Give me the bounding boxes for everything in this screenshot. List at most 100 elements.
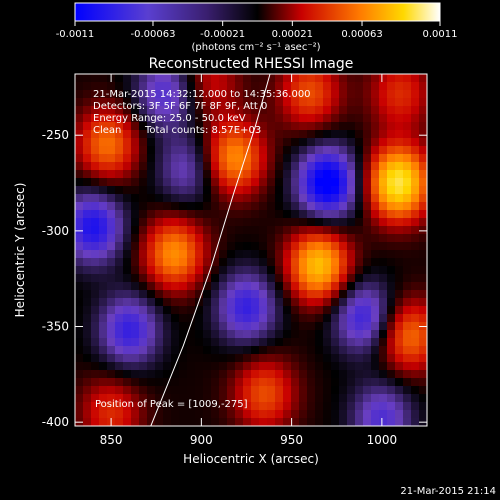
heatmap-cell bbox=[363, 314, 372, 323]
heatmap-cell bbox=[395, 114, 404, 123]
heatmap-cell bbox=[91, 266, 100, 275]
heatmap-cell bbox=[91, 90, 100, 99]
heatmap-cell bbox=[107, 90, 116, 99]
heatmap-cell bbox=[91, 306, 100, 315]
heatmap-cell bbox=[291, 234, 300, 243]
heatmap-cell bbox=[259, 218, 268, 227]
heatmap-cell bbox=[227, 330, 236, 339]
heatmap-cell bbox=[307, 386, 316, 395]
heatmap-cell bbox=[403, 290, 412, 299]
heatmap-cell bbox=[363, 394, 372, 403]
heatmap-cell bbox=[115, 194, 124, 203]
heatmap-cell bbox=[163, 226, 172, 235]
heatmap-cell bbox=[379, 266, 388, 275]
heatmap-cell bbox=[355, 378, 364, 387]
heatmap-cell bbox=[387, 234, 396, 243]
heatmap-cell bbox=[291, 378, 300, 387]
heatmap-cell bbox=[195, 178, 204, 187]
heatmap-cell bbox=[387, 218, 396, 227]
heatmap-cell bbox=[411, 74, 420, 83]
heatmap-cell bbox=[187, 274, 196, 283]
heatmap-cell bbox=[163, 378, 172, 387]
heatmap-cell bbox=[355, 362, 364, 371]
heatmap-cell bbox=[379, 90, 388, 99]
heatmap-cell bbox=[307, 362, 316, 371]
heatmap-cell bbox=[155, 266, 164, 275]
heatmap-cell bbox=[259, 418, 268, 426]
heatmap-cell bbox=[155, 202, 164, 211]
heatmap-cell bbox=[387, 370, 396, 379]
heatmap-cell bbox=[123, 178, 132, 187]
heatmap-cell bbox=[227, 290, 236, 299]
heatmap-cell bbox=[251, 114, 260, 123]
heatmap-cell bbox=[75, 162, 84, 171]
heatmap-cell bbox=[419, 74, 427, 83]
heatmap-cell bbox=[155, 378, 164, 387]
heatmap-cell bbox=[235, 226, 244, 235]
heatmap-cell bbox=[195, 202, 204, 211]
heatmap-cell bbox=[163, 394, 172, 403]
heatmap-cell bbox=[203, 98, 212, 107]
heatmap-cell bbox=[363, 154, 372, 163]
heatmap-cell bbox=[147, 138, 156, 147]
heatmap-cell bbox=[339, 386, 348, 395]
heatmap-cell bbox=[139, 106, 148, 115]
heatmap-cell bbox=[355, 194, 364, 203]
heatmap-cell bbox=[155, 98, 164, 107]
heatmap-cell bbox=[179, 242, 188, 251]
heatmap-cell bbox=[339, 274, 348, 283]
heatmap-cell bbox=[91, 362, 100, 371]
heatmap-cell bbox=[355, 138, 364, 147]
heatmap-cell bbox=[363, 410, 372, 419]
heatmap-cell bbox=[155, 186, 164, 195]
heatmap-cell bbox=[99, 210, 108, 219]
heatmap-cell bbox=[403, 90, 412, 99]
heatmap-cell bbox=[171, 418, 180, 426]
heatmap-cell bbox=[251, 258, 260, 267]
heatmap-cell bbox=[139, 410, 148, 419]
heatmap-cell bbox=[395, 322, 404, 331]
heatmap-cell bbox=[179, 210, 188, 219]
heatmap-cell bbox=[411, 362, 420, 371]
heatmap-cell bbox=[307, 234, 316, 243]
heatmap-cell bbox=[251, 250, 260, 259]
heatmap-cell bbox=[243, 394, 252, 403]
heatmap-cell bbox=[83, 298, 92, 307]
heatmap-cell bbox=[171, 210, 180, 219]
heatmap-cell bbox=[123, 226, 132, 235]
heatmap-cell bbox=[179, 106, 188, 115]
heatmap-cell bbox=[331, 378, 340, 387]
heatmap-cell bbox=[139, 394, 148, 403]
heatmap-cell bbox=[347, 402, 356, 411]
heatmap-cell bbox=[347, 138, 356, 147]
heatmap-cell bbox=[187, 298, 196, 307]
heatmap-cell bbox=[139, 378, 148, 387]
heatmap-cell bbox=[115, 218, 124, 227]
heatmap-cell bbox=[379, 346, 388, 355]
heatmap-cell bbox=[219, 290, 228, 299]
heatmap-cell bbox=[403, 274, 412, 283]
heatmap-cell bbox=[91, 194, 100, 203]
heatmap-cell bbox=[387, 106, 396, 115]
heatmap-cell bbox=[331, 298, 340, 307]
heatmap-cell bbox=[203, 346, 212, 355]
heatmap-cell bbox=[227, 186, 236, 195]
heatmap-cell bbox=[323, 154, 332, 163]
heatmap-cell bbox=[315, 122, 324, 131]
heatmap-cell bbox=[195, 130, 204, 139]
heatmap-cell bbox=[315, 226, 324, 235]
heatmap-cell bbox=[395, 202, 404, 211]
heatmap-cell bbox=[251, 362, 260, 371]
heatmap-cell bbox=[187, 226, 196, 235]
heatmap-cell bbox=[147, 106, 156, 115]
heatmap-cell bbox=[195, 338, 204, 347]
heatmap-cell bbox=[235, 354, 244, 363]
heatmap-cell bbox=[331, 90, 340, 99]
heatmap-cell bbox=[283, 178, 292, 187]
heatmap-cell bbox=[211, 106, 220, 115]
heatmap-cell bbox=[379, 170, 388, 179]
heatmap-cell bbox=[131, 290, 140, 299]
heatmap-cell bbox=[267, 386, 276, 395]
heatmap-cell bbox=[275, 354, 284, 363]
heatmap-cell bbox=[155, 362, 164, 371]
